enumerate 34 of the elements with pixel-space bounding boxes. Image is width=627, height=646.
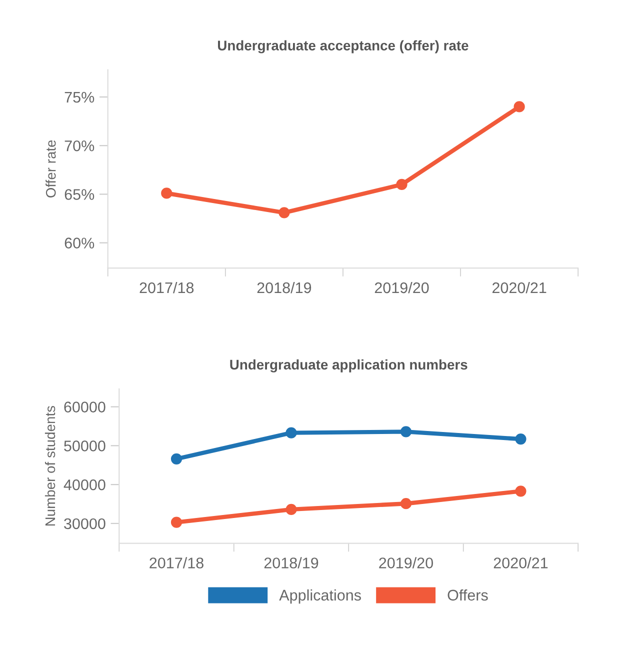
point (400, 426, 412, 438)
y-tick-label: 50000 (64, 440, 106, 452)
x-tick-label: 2018/19 (257, 282, 312, 294)
y-tick-label: 60000 (64, 402, 106, 412)
x-tick-label: 2020/21 (494, 557, 548, 568)
point (400, 498, 412, 510)
point (278, 207, 290, 218)
chart-title: Undergraduate acceptance (offer) rate (218, 40, 468, 54)
y-axis-title: Offer rate (46, 140, 56, 198)
legend-label: Applications (279, 589, 361, 604)
x-tick-label: 2019/20 (374, 282, 429, 294)
chart-title: Undergraduate application numbers (230, 359, 468, 372)
y-tick-label: 60% (64, 238, 94, 248)
point (286, 427, 297, 438)
y-tick-label: 65% (64, 189, 94, 200)
y-tick-label: 75% (64, 92, 94, 103)
point (286, 504, 297, 516)
y-tick-label: 40000 (64, 479, 106, 490)
y-tick-label: 30000 (64, 518, 106, 530)
point (515, 434, 526, 445)
point (170, 453, 182, 464)
x-tick-label: 2017/18 (140, 282, 194, 294)
y-tick-label: 70% (64, 140, 94, 152)
point (396, 178, 408, 190)
x-tick-label: 2017/18 (150, 557, 204, 568)
x-tick-label: 2018/19 (264, 557, 318, 568)
y-axis-title: Number of students (44, 406, 56, 526)
legend-label: Offers (448, 589, 488, 601)
point (170, 516, 182, 528)
point (515, 486, 526, 497)
x-tick-label: 2020/21 (492, 282, 546, 294)
point (514, 101, 525, 112)
x-tick-label: 2019/20 (379, 557, 433, 568)
point (161, 188, 172, 199)
